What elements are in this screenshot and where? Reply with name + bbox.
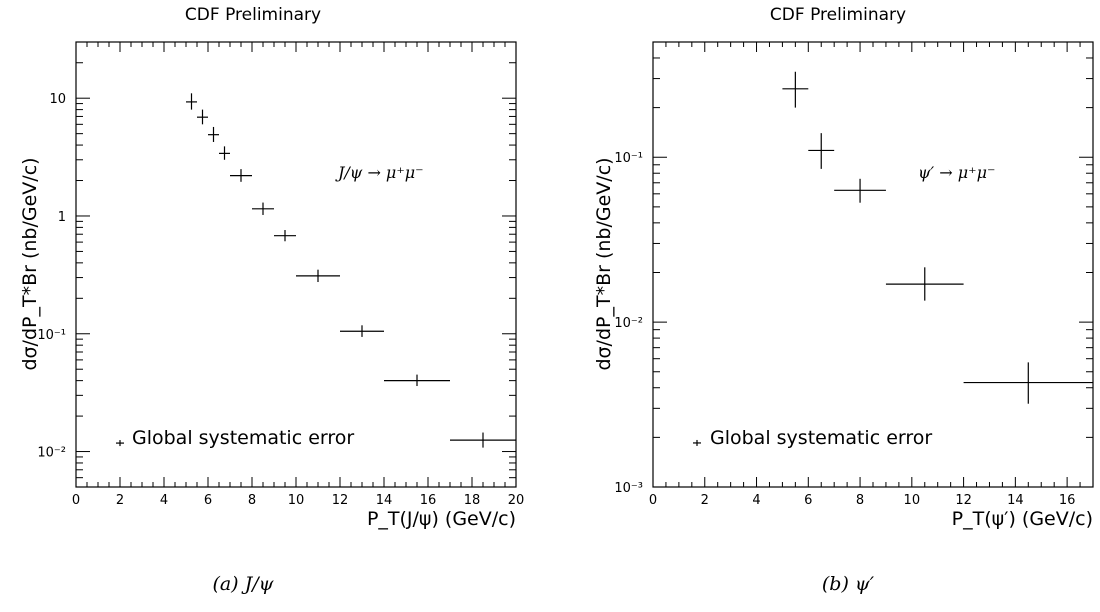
chart-a-process-label: J/ψ → μ⁺μ⁻: [335, 163, 424, 182]
chart-b-plot-frame: [652, 41, 1094, 488]
chart-a-x-axis: 0 2 4 6 8 10 12 14 16 18 20: [72, 42, 524, 508]
chart-a-legend: Global systematic error: [116, 427, 354, 449]
chart-b-data-point: [782, 71, 809, 108]
chart-a-x-tick-label: 6: [204, 493, 212, 508]
chart-b-process-label: ψ′ → μ⁺μ⁻: [918, 163, 995, 182]
chart-b-points: [782, 71, 1093, 404]
chart-a-x-tick-label: 8: [248, 493, 256, 508]
chart-a-data-point: [384, 374, 450, 387]
chart-a-data-point: [340, 325, 384, 337]
chart-b-caption: (b) ψ′: [822, 573, 875, 595]
chart-b-x-tick-label: 8: [856, 493, 864, 508]
chart-a-y-tick-label: 10: [49, 92, 66, 107]
chart-b-x-axis: 0 2 4 6 8 10 12 14 16: [649, 42, 1081, 508]
chart-b-data-point: [963, 362, 1093, 404]
chart-b-x-tick-label: 6: [804, 493, 812, 508]
chart-b-y-tick-label: 10⁻²: [614, 316, 643, 331]
chart-b-y-tick-label: 10⁻³: [614, 481, 643, 496]
panel-a: CDF Preliminary 0 2 4 6 8 10 12 14 16 18 20 10⁻²10…: [19, 5, 524, 595]
chart-b-legend: Global systematic error: [693, 427, 932, 449]
chart-b-y-axis: 10⁻³ 10⁻² 10⁻¹: [614, 41, 1093, 496]
chart-a-plot-frame: [75, 41, 517, 488]
chart-b-y-tick-label: 10⁻¹: [614, 151, 643, 166]
chart-a-x-tick-label: 14: [376, 493, 393, 508]
chart-a-x-tick-label: 16: [420, 493, 437, 508]
chart-a-y-tick-label: 10⁻¹: [37, 328, 66, 343]
chart-b-data-point: [834, 178, 886, 203]
chart-a-data-point: [230, 169, 252, 182]
chart-a-data-point: [186, 93, 197, 110]
chart-a-data-point: [296, 269, 340, 283]
chart-b-x-tick-label: 0: [649, 493, 657, 508]
chart-a-data-point: [219, 146, 230, 160]
chart-a-data-point: [252, 202, 274, 215]
chart-b-data-point: [885, 267, 964, 301]
chart-a-data-point: [197, 109, 208, 125]
panel-b: CDF Preliminary 0 2 4 6 8 10 12 14 16 10⁻³10⁻²10…: [593, 5, 1094, 595]
chart-b-x-tick-label: 14: [1007, 493, 1024, 508]
chart-a-y-label: dσ/dP_T*Br (nb/GeV/c): [19, 157, 41, 370]
chart-a-y-tick-label: 10⁻²: [37, 446, 66, 461]
chart-a-y-axis: 10⁻² 10⁻¹ 1 10: [37, 41, 516, 488]
chart-a-x-tick-label: 4: [160, 493, 168, 508]
chart-a-data-point: [208, 126, 219, 142]
chart-a-caption: (a) J/ψ: [212, 573, 274, 595]
chart-a-y-tick-label: 1: [58, 210, 66, 225]
chart-a-x-tick-label: 12: [332, 493, 349, 508]
chart-a-x-tick-label: 10: [288, 493, 305, 508]
chart-a-x-label: P_T(J/ψ) (GeV/c): [367, 508, 516, 530]
chart-b-x-label: P_T(ψ′) (GeV/c): [952, 508, 1093, 530]
chart-a-x-tick-label: 18: [464, 493, 481, 508]
chart-b-x-tick-label: 2: [701, 493, 709, 508]
chart-b-title: CDF Preliminary: [770, 5, 906, 25]
chart-b-legend-text: Global systematic error: [710, 427, 932, 449]
chart-a-x-tick-label: 0: [72, 493, 80, 508]
chart-a-legend-text: Global systematic error: [132, 427, 354, 449]
chart-b-data-point: [808, 133, 835, 169]
chart-b-x-tick-label: 12: [955, 493, 972, 508]
chart-a-data-point: [450, 432, 516, 448]
chart-a-points: [186, 93, 516, 448]
chart-b-y-label: dσ/dP_T*Br (nb/GeV/c): [593, 157, 615, 370]
chart-b-x-tick-label: 10: [904, 493, 921, 508]
chart-a-x-tick-label: 2: [116, 493, 124, 508]
chart-b-x-tick-label: 4: [752, 493, 760, 508]
chart-a-title: CDF Preliminary: [185, 5, 321, 25]
chart-a-data-point: [274, 230, 296, 242]
chart-b-x-tick-label: 16: [1059, 493, 1076, 508]
chart-a-x-tick-label: 20: [508, 493, 525, 508]
